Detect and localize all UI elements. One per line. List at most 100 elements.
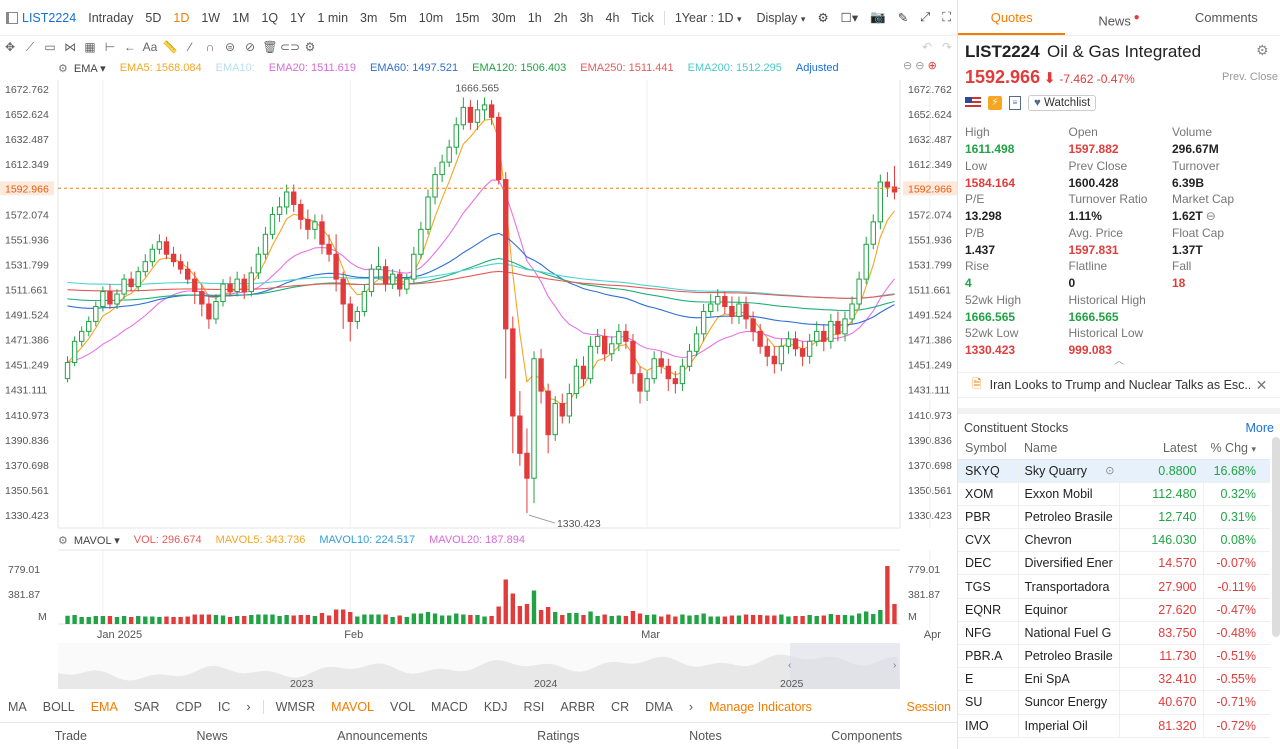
pattern-icon[interactable]: ⋈ [64,40,76,54]
lightning-icon[interactable]: ⚡ [988,96,1002,110]
nav-announcements[interactable]: Announcements [337,729,428,743]
legend-settings-icon[interactable]: ⚙ [58,62,68,75]
draw-settings-icon[interactable]: ⚙ [304,40,316,54]
timeframe-15m[interactable]: 15m [455,10,480,25]
indicator-dma[interactable]: DMA [645,700,673,714]
indicator-vol[interactable]: VOL [390,700,416,714]
table-row[interactable]: PBR.A Petroleo Brasile 11.730 -0.51% [958,644,1270,669]
measure-icon[interactable]: ⊢ [104,40,116,54]
timeframe-1m[interactable]: 1M [232,10,250,25]
camera-icon[interactable]: 📷 [870,10,886,24]
redo-icon[interactable]: ↷ [941,40,953,54]
indicator-wmsr[interactable]: WMSR [275,700,316,714]
table-row[interactable]: TGS Transportadora 27.900 -0.11% [958,574,1270,599]
indicator-sar[interactable]: SAR [133,700,160,714]
indicator-macd[interactable]: MACD [431,700,468,714]
legend-settings-icon[interactable]: ⚙ [58,534,68,547]
expand-icon[interactable]: ⤢ [920,10,931,24]
table-row[interactable]: E Eni SpA 32.410 -0.55% [958,667,1270,692]
timeframe-5m[interactable]: 5m [389,10,407,25]
tab-quotes[interactable]: Quotes [958,0,1066,35]
col-latest[interactable]: Latest [1119,437,1203,460]
timeframe-3m[interactable]: 3m [360,10,378,25]
timeframe-1h[interactable]: 1h [527,10,542,25]
col-symbol[interactable]: Symbol [958,437,1018,460]
table-row[interactable]: DEC Diversified Ener 14.570 -0.07% [958,551,1270,576]
table-row[interactable]: EQNR Equinor 27.620 -0.47% [958,598,1270,622]
text-icon[interactable]: Aa [142,40,158,54]
trash-icon[interactable]: 🗑 [262,40,278,54]
fullscreen-icon[interactable]: ⛶ [942,10,951,24]
indicator-kdj[interactable]: KDJ [483,700,508,714]
table-row[interactable]: IMO Imperial Oil 81.320 -0.72% [958,714,1270,738]
link-icon[interactable]: ⊂⊃ [280,40,301,54]
nav-components[interactable]: Components [831,729,903,743]
range-selector[interactable]: 1Year : 1D ▾ [669,11,748,25]
trendline-icon[interactable]: ⟋ [25,39,35,54]
table-row[interactable]: XOM Exxon Mobil 112.480 0.32% [958,482,1270,506]
document-icon[interactable]: ≡ [1009,96,1021,110]
remove-icon[interactable]: ⊖ [915,60,925,72]
indicator-boll[interactable]: BOLL [42,700,75,714]
adjusted-label[interactable]: Adjusted [795,62,839,74]
ruler-icon[interactable]: 📏 [162,40,178,54]
chevron-right-icon[interactable]: › [246,700,251,714]
indicator-cr[interactable]: CR [611,700,630,714]
manage-indicators-button[interactable]: Manage Indicators [709,700,812,714]
timeframe-2h[interactable]: 2h [553,10,568,25]
arrow-left-icon[interactable]: ← [124,40,136,54]
table-row[interactable]: CVX Chevron 146.030 0.08% [958,528,1270,553]
timeframe-4h[interactable]: 4h [605,10,620,25]
fibonacci-icon[interactable]: ▦ [84,40,96,54]
indicator-ema[interactable]: EMA [90,700,118,714]
pencil-line-icon[interactable]: ∕ [188,40,191,54]
hide-icon[interactable]: ⊘ [244,40,256,54]
magnet-icon[interactable]: ∩ [205,40,215,54]
nav-news[interactable]: News [196,729,228,743]
undo-icon[interactable]: ↶ [921,40,933,54]
indicator-rsi[interactable]: RSI [523,700,545,714]
settings-icon[interactable]: ⚙ [817,11,829,25]
timeframe-1-min[interactable]: 1 min [317,10,349,25]
timeframe-5d[interactable]: 5D [145,10,162,25]
indicator-ma[interactable]: MA [8,700,27,714]
nav-trade[interactable]: Trade [54,729,87,743]
sidebar-toggle-icon[interactable] [6,11,18,24]
pen-icon[interactable]: ✎ [897,11,909,25]
more-link[interactable]: More [1245,421,1274,435]
collapse-stats-icon[interactable]: ︿ [1114,356,1124,367]
timeframe-tick[interactable]: Tick [631,10,654,25]
prev-close-link[interactable]: Prev. Close [1222,71,1279,83]
timeframe-30m[interactable]: 30m [491,10,516,25]
table-row[interactable]: PBR Petroleo Brasile 12.740 0.31% [958,505,1270,530]
tab-news[interactable]: News ● [1065,0,1172,35]
timeframe-1q[interactable]: 1Q [261,10,279,25]
chart-area[interactable]: ⚙ EMA ▾ EMA5: 1568.084 EMA10: EMA20: 151… [0,58,957,694]
crosshair-icon[interactable]: ✥ [4,40,16,54]
chevron-right-icon[interactable]: › [688,700,694,714]
ema-selector[interactable]: EMA ▾ [73,62,106,75]
close-icon[interactable]: ✕ [1255,376,1268,393]
col-chg[interactable]: % Chg ▾ [1203,437,1270,460]
ticker-symbol[interactable]: LIST2224 [22,10,77,25]
watchlist-button[interactable]: ♥ Watchlist [1028,95,1097,111]
timeframe-10m[interactable]: 10m [418,10,444,25]
table-row[interactable]: SU Suncor Energy 40.670 -0.71% [958,690,1270,715]
indicator-arbr[interactable]: ARBR [560,700,596,714]
timeframe-1w[interactable]: 1W [201,10,221,25]
timeframe-3h[interactable]: 3h [579,10,594,25]
session-button[interactable]: Session [906,700,951,714]
timeframe-intraday[interactable]: Intraday [88,10,134,25]
tab-comments[interactable]: Comments [1194,10,1258,25]
indicator-cdp[interactable]: CDP [175,700,202,714]
mavol-selector[interactable]: MAVOL ▾ [73,534,120,547]
indicator-mavol[interactable]: MAVOL [331,700,375,714]
more-info-icon[interactable]: ⊖ [1205,209,1216,223]
quote-settings-icon[interactable]: ⚙ [1256,42,1269,58]
news-banner[interactable]: 🗎 Iran Looks to Trump and Nuclear Talks … [958,372,1280,398]
scrollbar[interactable] [1272,437,1280,637]
table-row[interactable]: SKYQ Sky Quarry ⊙ 0.8800 16.68% [958,459,1270,483]
nav-notes[interactable]: Notes [689,729,722,743]
nav-ratings[interactable]: Ratings [537,729,580,743]
timeframe-1y[interactable]: 1Y [290,10,306,25]
